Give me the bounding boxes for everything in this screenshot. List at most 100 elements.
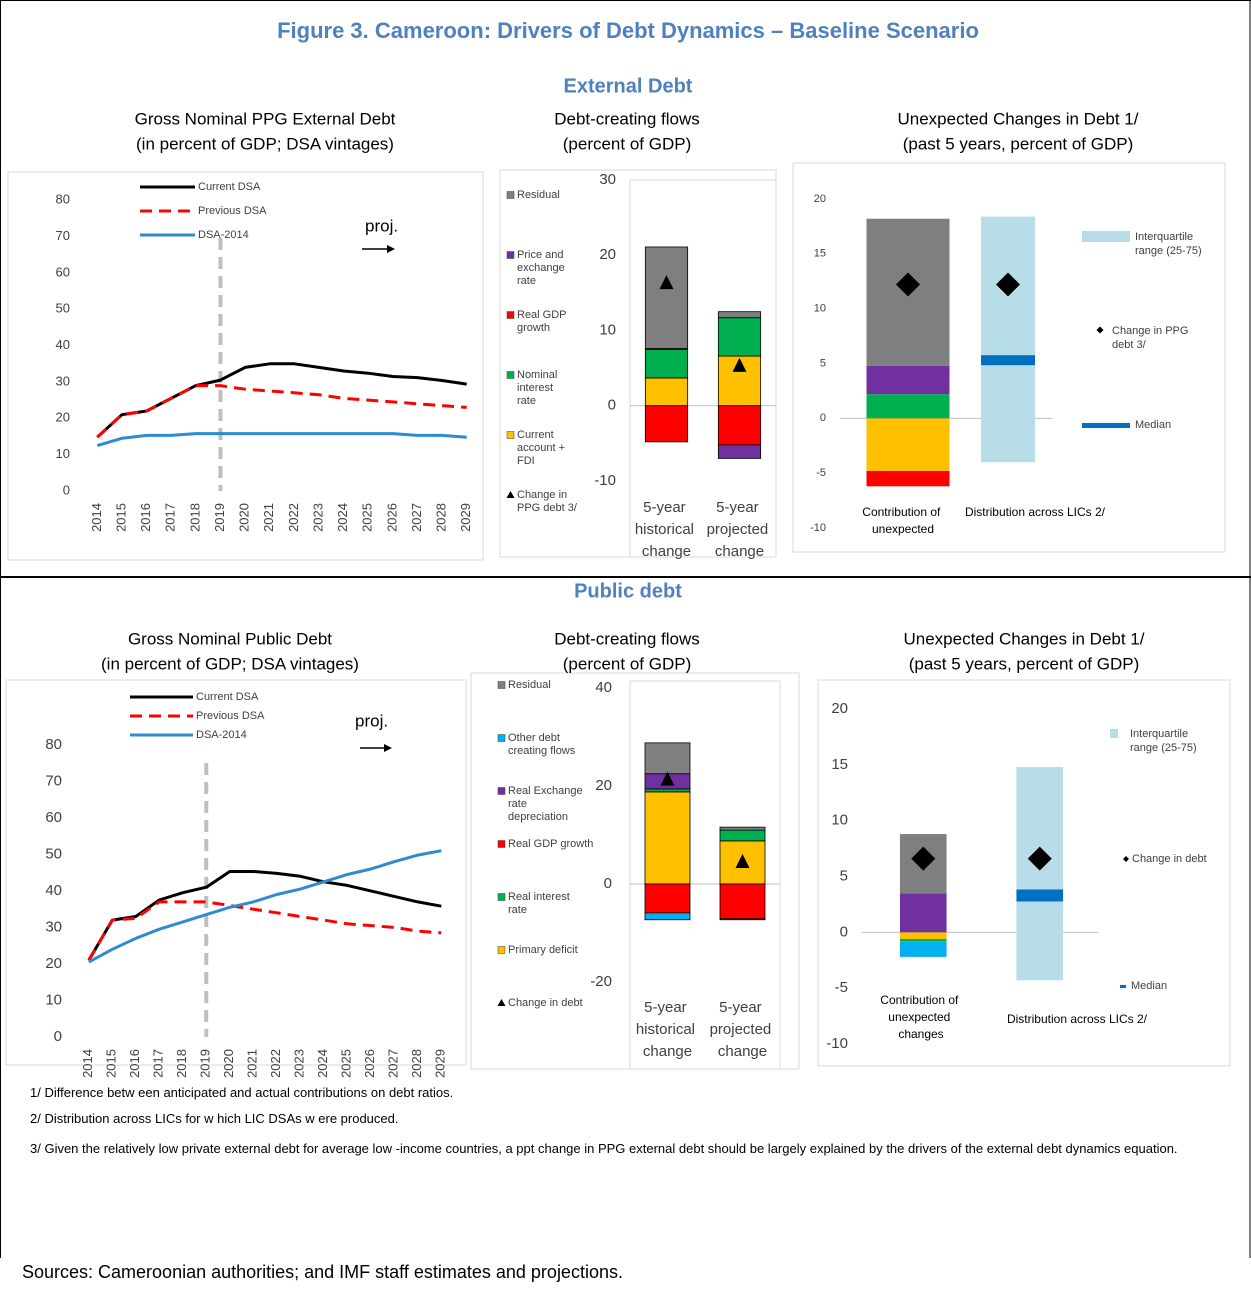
section-title: Public debt — [574, 580, 682, 602]
bar-segment — [644, 348, 689, 379]
x-tick-label: 2029 — [433, 1049, 448, 1078]
change-marker — [732, 357, 747, 372]
y-tick-label: 60 — [45, 809, 62, 826]
line-series — [96, 432, 467, 448]
y-tick-label: 15 — [831, 756, 848, 773]
annotation-arrowhead — [387, 245, 395, 253]
legend-swatch — [497, 946, 506, 954]
y-tick-label: 20 — [56, 410, 70, 425]
legend-swatch — [497, 893, 506, 901]
bar-segment — [644, 791, 691, 885]
y-tick-label: 10 — [814, 303, 826, 315]
footnote: 3/ Given the relatively low private exte… — [30, 1141, 1178, 1156]
footnote: 1/ Difference betw een anticipated and a… — [30, 1085, 454, 1100]
bar-segment — [644, 883, 691, 914]
legend-label: Residual — [508, 679, 551, 691]
chart-title: Unexpected Changes in Debt 1/ — [898, 109, 1139, 128]
y-tick-label: 0 — [604, 875, 612, 892]
figure-title: Figure 3. Cameroon: Drivers of Debt Dyna… — [277, 18, 979, 43]
bar-segment — [866, 470, 950, 487]
y-tick-label: 0 — [54, 1028, 62, 1045]
change-marker — [735, 853, 750, 868]
x-tick-label: 2020 — [221, 1049, 236, 1078]
x-tick-label: 2015 — [104, 1049, 119, 1078]
legend-swatch — [1082, 423, 1130, 428]
chart-subtitle: (percent of GDP) — [563, 654, 692, 673]
y-tick-label: 50 — [45, 845, 62, 862]
y-tick-label: 20 — [45, 955, 62, 972]
annotation: proj. — [355, 711, 388, 730]
interquartile-range — [981, 216, 1035, 463]
change-marker — [660, 771, 675, 786]
y-tick-label: 30 — [56, 373, 70, 388]
chart-subtitle: (in percent of GDP; DSA vintages) — [136, 134, 394, 153]
bar-segment — [644, 405, 689, 443]
y-tick-label: -10 — [826, 1035, 848, 1052]
y-tick-label: 10 — [56, 446, 70, 461]
legend-label: Residual — [517, 189, 560, 201]
y-tick-label: 10 — [45, 991, 62, 1008]
plot-frame — [629, 179, 777, 558]
bar-segment — [644, 788, 691, 793]
chart-subtitle: (percent of GDP) — [563, 134, 692, 153]
bar-segment — [899, 932, 947, 940]
legend-label: Median — [1131, 980, 1167, 992]
bar-segment — [866, 365, 950, 395]
bar-segment — [719, 883, 766, 920]
chart-panel — [792, 162, 1226, 553]
x-tick-label: 5-year historical change — [635, 499, 698, 560]
legend-label: Real interest rate — [508, 891, 573, 916]
y-tick-label: 70 — [45, 772, 62, 789]
legend-label: DSA-2014 — [198, 229, 249, 241]
legend-label: Price and exchange rate — [517, 249, 568, 287]
x-tick-label: 5-year historical change — [636, 999, 699, 1060]
legend-swatch — [1123, 856, 1129, 862]
bar-segment — [899, 941, 947, 957]
chart-panel — [5, 679, 467, 1066]
chart-title: Debt-creating flows — [554, 629, 700, 648]
x-tick-label: 2028 — [434, 503, 449, 532]
y-tick-label: 40 — [56, 337, 70, 352]
x-tick-label: 2024 — [335, 503, 350, 532]
change-marker — [911, 846, 936, 871]
chart-subtitle: (past 5 years, percent of GDP) — [903, 134, 1134, 153]
x-tick-label: 2022 — [268, 1049, 283, 1078]
y-tick-label: 15 — [814, 248, 826, 260]
change-marker — [896, 272, 920, 297]
x-tick-label: 2024 — [315, 1049, 330, 1078]
legend-label: Change in debt — [1132, 853, 1207, 865]
y-tick-label: -20 — [590, 973, 612, 990]
footnote: 2/ Distribution across LICs for w hich L… — [30, 1111, 399, 1126]
x-tick-label: 2023 — [310, 503, 325, 532]
bar-segment — [866, 394, 950, 419]
legend-label: Change in debt — [508, 997, 583, 1009]
y-tick-label: 0 — [820, 412, 826, 424]
y-tick-label: 40 — [595, 679, 612, 696]
x-tick-label: 2017 — [151, 1049, 166, 1078]
x-tick-label: 2022 — [286, 503, 301, 532]
chart-panel — [817, 679, 1231, 1067]
legend-label: Previous DSA — [196, 710, 265, 722]
y-tick-label: 40 — [45, 882, 62, 899]
y-tick-label: -5 — [835, 979, 848, 996]
legend-swatch — [1096, 326, 1104, 334]
y-tick-label: -10 — [594, 472, 616, 489]
line-series — [87, 870, 442, 962]
legend-swatch — [497, 787, 506, 795]
legend-swatch — [497, 734, 506, 742]
x-tick-label: 5-year projected change — [707, 499, 773, 560]
y-tick-label: 0 — [608, 397, 616, 414]
y-tick-label: 20 — [595, 777, 612, 794]
change-marker — [659, 275, 674, 290]
bar-segment — [644, 246, 689, 349]
x-tick-label: 2016 — [127, 1049, 142, 1078]
y-tick-label: 80 — [45, 736, 62, 753]
x-tick-label: 2023 — [292, 1049, 307, 1078]
annotation: proj. — [365, 216, 398, 235]
y-tick-label: 10 — [599, 321, 616, 338]
legend-label: Nominal interest rate — [517, 369, 560, 407]
legend-swatch — [1082, 231, 1130, 242]
source-note: Sources: Cameroonian authorities; and IM… — [22, 1262, 623, 1282]
line-series — [96, 362, 467, 439]
y-tick-label: 80 — [56, 192, 70, 207]
